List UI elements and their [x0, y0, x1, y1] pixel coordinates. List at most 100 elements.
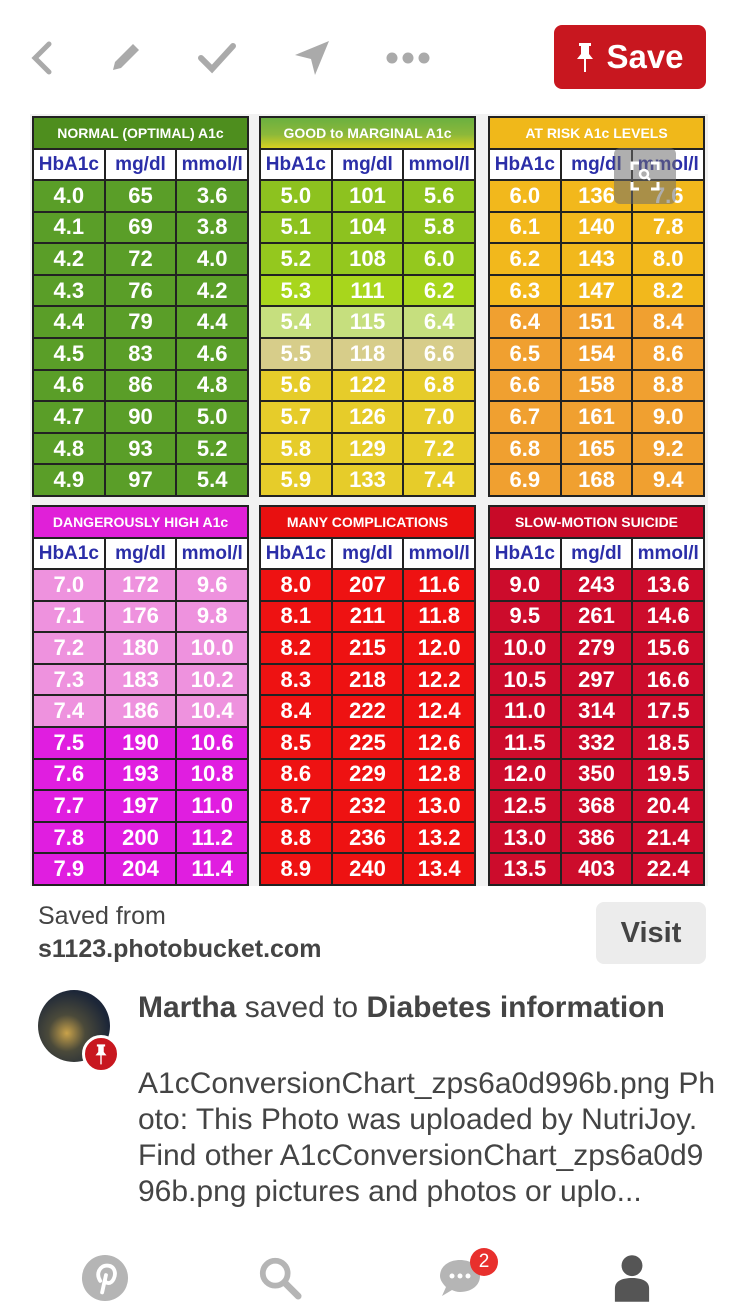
more-icon[interactable] — [386, 36, 430, 80]
table-cell: 10.0 — [490, 633, 562, 663]
chat-icon[interactable] — [430, 1252, 490, 1304]
table-cell: 4.6 — [196, 340, 228, 366]
table-cell: 172 — [106, 570, 178, 600]
saved-from-label: Saved from — [38, 902, 166, 930]
table-cell: 8.6 — [261, 759, 333, 790]
table-cell: 65 — [106, 181, 178, 211]
table-cell: 332 — [562, 727, 634, 758]
table-row: 6.2 143 8.0 — [490, 242, 703, 274]
back-icon[interactable] — [20, 36, 64, 80]
source-domain[interactable]: s1123.photobucket.com — [38, 935, 322, 963]
column-header: mg/dl — [106, 150, 178, 179]
table-cell: 16.6 — [646, 666, 690, 692]
table-row: 7.1 176 9.8 — [34, 599, 247, 632]
table-row: 9.5 261 14.6 — [490, 599, 703, 632]
table-row: 12.5 368 20.4 — [490, 789, 703, 821]
table-cell: 368 — [562, 791, 634, 821]
profile-icon[interactable] — [602, 1252, 662, 1304]
table-cell: 161 — [562, 402, 634, 432]
table-cell: 12.5 — [490, 791, 562, 821]
table-cell: 9.5 — [490, 601, 562, 632]
search-icon[interactable] — [250, 1252, 310, 1304]
table-row: 6.3 147 8.2 — [490, 273, 703, 306]
table-cell: 4.3 — [34, 275, 106, 306]
table-cell: 9.8 — [196, 603, 228, 629]
table-row: 13.5 403 22.4 — [490, 852, 703, 884]
table-cell: 9.2 — [652, 435, 684, 461]
table-cell: 158 — [562, 370, 634, 401]
table-cell: 211 — [333, 601, 405, 632]
table-cell: 10.4 — [190, 698, 234, 724]
table-cell: 6.5 — [490, 338, 562, 369]
check-icon[interactable] — [195, 36, 239, 80]
saver-name[interactable]: Martha — [138, 991, 237, 1024]
table-cell: 10.0 — [190, 634, 234, 660]
visit-button[interactable]: Visit — [596, 902, 706, 964]
table-cell: 13.6 — [646, 571, 690, 597]
pinterest-icon[interactable] — [75, 1252, 135, 1304]
table-row: 5.6 122 6.8 — [261, 368, 474, 401]
table-cell: 7.6 — [34, 759, 106, 790]
table-cell: 8.2 — [652, 277, 684, 303]
table-cell: 5.8 — [423, 214, 455, 240]
table-cell: 13.2 — [417, 824, 461, 850]
table-cell: 7.4 — [423, 467, 455, 493]
table-cell: 297 — [562, 664, 634, 695]
table-row: 5.3 111 6.2 — [261, 273, 474, 306]
column-header: mg/dl — [562, 539, 634, 568]
table-cell: 97 — [106, 465, 178, 495]
table-row: 4.1 69 3.8 — [34, 210, 247, 243]
table-cell: 4.6 — [34, 370, 106, 401]
pencil-icon[interactable] — [103, 36, 147, 80]
send-icon[interactable] — [290, 36, 334, 80]
column-header: HbA1c — [490, 539, 562, 568]
table-cell: 8.8 — [261, 822, 333, 853]
table-row: 5.9 133 7.4 — [261, 463, 474, 495]
bottom-nav — [0, 1252, 736, 1308]
table-cell: 12.0 — [490, 759, 562, 790]
table-cell: 5.1 — [261, 212, 333, 243]
table-cell: 6.6 — [423, 340, 455, 366]
table-cell: 180 — [106, 633, 178, 663]
table-cell: 204 — [106, 854, 178, 884]
top-toolbar: Save — [0, 0, 736, 110]
table-cell: 7.0 — [34, 570, 106, 600]
table-cell: 13.5 — [490, 854, 562, 884]
table-cell: 147 — [562, 275, 634, 306]
table-cell: 10.2 — [190, 666, 234, 692]
table-cell: 403 — [562, 854, 634, 884]
table-row: 8.9 240 13.4 — [261, 852, 474, 884]
conversion-table: NORMAL (OPTIMAL) A1c HbA1c mg/dl mmol/l 4.0 6… — [32, 116, 249, 497]
table-cell: 104 — [333, 212, 405, 243]
table-cell: 13.0 — [417, 792, 461, 818]
table-cell: 6.3 — [490, 275, 562, 306]
table-cell: 190 — [106, 727, 178, 758]
table-row: 12.0 350 19.5 — [490, 757, 703, 790]
table-cell: 19.5 — [646, 761, 690, 787]
table-cell: 11.5 — [490, 727, 562, 758]
table-cell: 5.6 — [261, 370, 333, 401]
table-cell: 118 — [333, 338, 405, 369]
table-cell: 9.0 — [490, 570, 562, 600]
table-cell: 3.8 — [196, 214, 228, 240]
table-cell: 6.0 — [490, 181, 562, 211]
table-row: 6.7 161 9.0 — [490, 400, 703, 432]
table-cell: 21.4 — [646, 824, 690, 850]
save-button[interactable]: Save — [554, 25, 706, 89]
visual-search-icon[interactable] — [614, 148, 676, 204]
table-row: 4.9 97 5.4 — [34, 463, 247, 495]
table-cell: 4.9 — [34, 465, 106, 495]
table-row: 5.2 108 6.0 — [261, 242, 474, 274]
table-title: NORMAL (OPTIMAL) A1c — [34, 118, 247, 148]
table-cell: 7.5 — [34, 727, 106, 758]
table-cell: 129 — [333, 433, 405, 464]
table-cell: 5.2 — [196, 435, 228, 461]
table-cell: 6.0 — [423, 245, 455, 271]
table-row: 8.1 211 11.8 — [261, 599, 474, 632]
table-cell: 11.0 — [191, 792, 233, 818]
table-cell: 6.1 — [490, 212, 562, 243]
table-cell: 111 — [333, 275, 405, 306]
table-cell: 4.0 — [196, 245, 228, 271]
board-name[interactable]: Diabetes information — [366, 991, 665, 1024]
